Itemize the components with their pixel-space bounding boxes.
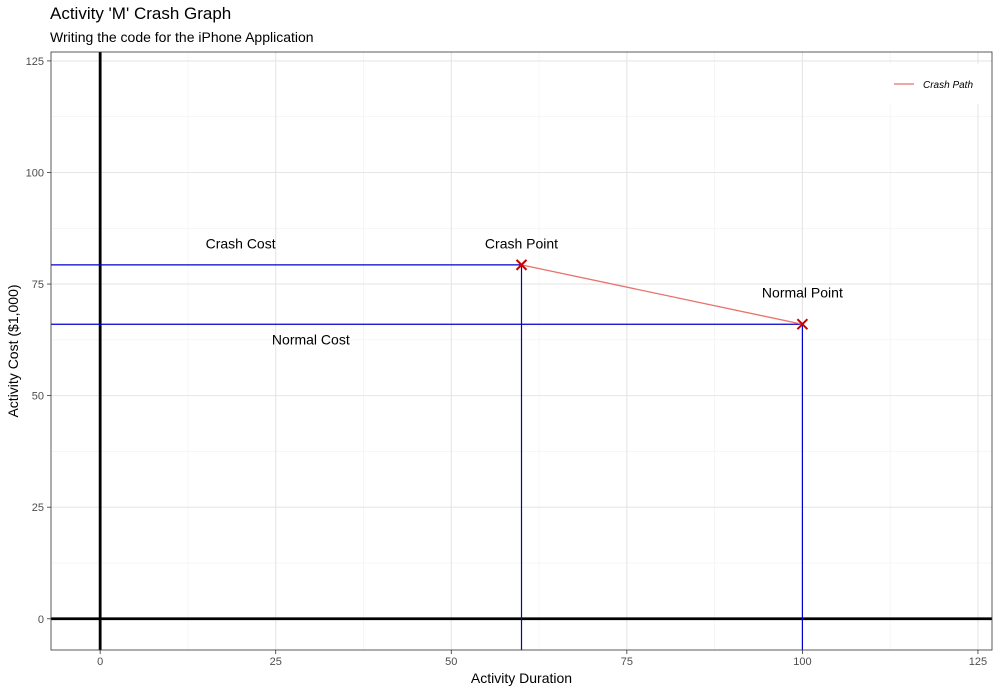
- annotation-label: Crash Point: [485, 235, 558, 251]
- y-tick-label: 25: [32, 502, 44, 514]
- chart-subtitle: Writing the code for the iPhone Applicat…: [50, 29, 314, 45]
- x-tick-label: 75: [621, 656, 633, 668]
- y-axis-title: Activity Cost ($1,000): [5, 284, 21, 417]
- chart-title: Activity 'M' Crash Graph: [50, 4, 232, 23]
- x-tick-label: 125: [969, 656, 987, 668]
- x-tick-label: 0: [97, 656, 103, 668]
- x-axis-title: Activity Duration: [471, 670, 572, 686]
- y-tick-label: 75: [32, 279, 44, 291]
- y-tick-label: 125: [26, 56, 44, 68]
- x-tick-label: 100: [793, 656, 811, 668]
- x-tick-label: 50: [445, 656, 457, 668]
- plot-border: [50, 51, 993, 651]
- annotation-label: Normal Point: [762, 284, 843, 300]
- annotation-label: Normal Cost: [272, 331, 350, 347]
- x-tick-label: 25: [270, 656, 282, 668]
- annotation-label: Crash Cost: [206, 235, 276, 251]
- data-point-marker: [796, 318, 809, 330]
- data-point-marker: [515, 259, 528, 271]
- y-tick-label: 0: [38, 614, 44, 626]
- series-line-crash-path: [521, 264, 803, 325]
- y-tick-label: 50: [32, 391, 44, 403]
- legend-label: Crash Path: [923, 80, 973, 91]
- y-tick-label: 100: [26, 167, 44, 179]
